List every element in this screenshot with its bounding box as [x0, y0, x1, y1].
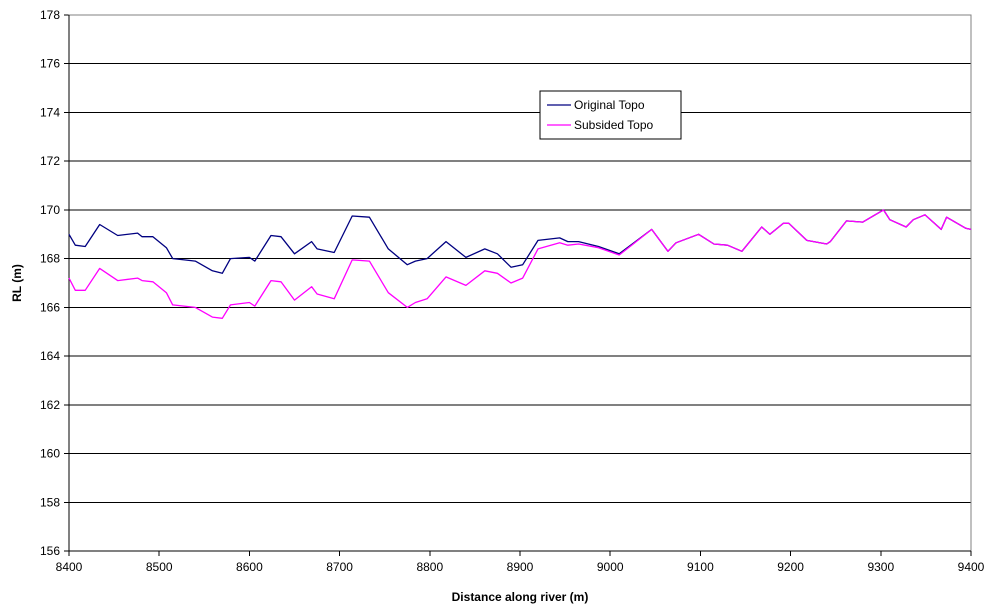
legend-label: Original Topo — [574, 98, 645, 112]
y-tick-label: 166 — [40, 300, 60, 314]
series-line-subsided-topo — [68, 209, 972, 319]
x-tick-label: 8500 — [146, 560, 173, 574]
x-tick-label: 8400 — [56, 560, 83, 574]
y-tick-label: 162 — [40, 398, 60, 412]
y-axis-title: RL (m) — [10, 264, 24, 302]
axes — [64, 14, 972, 556]
legend-label: Subsided Topo — [574, 118, 654, 132]
y-tick-label: 168 — [40, 252, 60, 266]
x-tick-label: 8600 — [236, 560, 263, 574]
y-axis-tick-labels: 156 158 160 162 164 166 168 170 172 174 176 178 — [40, 8, 60, 558]
y-tick-label: 172 — [40, 154, 60, 168]
legend-box — [539, 90, 682, 140]
x-tick-label: 8800 — [416, 560, 443, 574]
y-tick-label: 178 — [40, 8, 60, 22]
y-tick-label: 156 — [40, 544, 60, 558]
x-tick-label: 8900 — [507, 560, 534, 574]
y-tick-label: 160 — [40, 447, 60, 461]
series-lines — [68, 209, 972, 319]
y-tick-label: 170 — [40, 203, 60, 217]
legend: Original Topo Subsided Topo — [539, 90, 682, 140]
x-axis-title: Distance along river (m) — [452, 590, 589, 604]
x-tick-label: 9400 — [958, 560, 985, 574]
y-tick-label: 176 — [40, 57, 60, 71]
y-tick-label: 174 — [40, 105, 60, 119]
x-tick-label: 8700 — [326, 560, 353, 574]
x-axis-tick-labels: 8400 8500 8600 8700 8800 8900 9000 9100 9200 9300… — [56, 560, 985, 574]
x-tick-label: 9200 — [777, 560, 804, 574]
y-tick-label: 158 — [40, 495, 60, 509]
x-tick-label: 9100 — [687, 560, 714, 574]
y-tick-label: 164 — [40, 349, 60, 363]
x-tick-label: 9300 — [867, 560, 894, 574]
x-tick-label: 9000 — [597, 560, 624, 574]
